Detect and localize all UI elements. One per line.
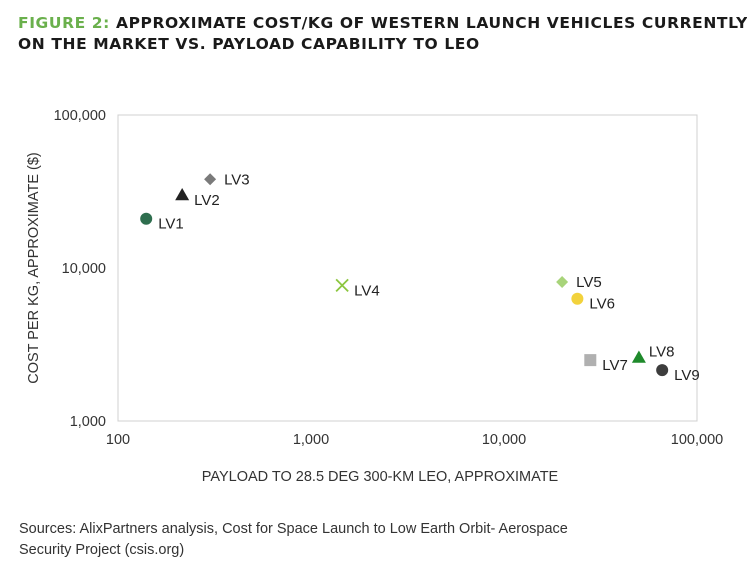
title-line-1: FIGURE 2: APPROXIMATE COST/KG OF WESTERN… — [18, 13, 747, 34]
point-marker-lv4 — [335, 278, 349, 293]
source-line-2: Security Project (csis.org) — [19, 542, 185, 558]
source-note: Sources: AlixPartners analysis, Cost for… — [19, 519, 568, 561]
y-tick-label: 10,000 — [62, 261, 106, 277]
point-label-lv2: LV2 — [194, 192, 220, 209]
point-marker-lv6 — [571, 292, 584, 305]
x-tick-label: 1,000 — [293, 432, 329, 448]
data-point-lv6: LV6 — [571, 292, 615, 313]
point-marker-lv9 — [656, 364, 669, 377]
point-marker-lv1 — [140, 212, 153, 225]
point-label-lv7: LV7 — [602, 357, 628, 374]
plot-area-frame — [117, 114, 698, 422]
y-tick-labels: 1,000 10,000 100,000 — [54, 108, 106, 430]
data-point-lv7: LV7 — [584, 354, 628, 374]
point-marker-lv7 — [584, 354, 597, 367]
data-point-lv2: LV2 — [175, 188, 220, 209]
x-tick-label: 100,000 — [671, 432, 723, 448]
point-label-lv4: LV4 — [354, 282, 380, 299]
point-marker-lv3 — [204, 173, 217, 186]
point-label-lv6: LV6 — [589, 296, 615, 313]
y-axis-label: COST PER KG, APPROXIMATE ($) — [26, 152, 42, 384]
point-label-lv3: LV3 — [224, 171, 250, 188]
x-tick-labels: 100 1,000 10,000 100,000 — [106, 432, 723, 448]
x-tick-label: 10,000 — [482, 432, 526, 448]
x-tick-label: 100 — [106, 432, 130, 448]
figure-label: FIGURE 2: — [18, 14, 110, 32]
data-point-lv8: LV8 — [631, 344, 675, 363]
point-label-lv9: LV9 — [674, 367, 700, 384]
point-marker-lv2 — [175, 188, 190, 201]
chart-title: FIGURE 2: APPROXIMATE COST/KG OF WESTERN… — [18, 13, 747, 55]
data-point-lv3: LV3 — [204, 171, 250, 188]
data-point-lv4: LV4 — [335, 278, 380, 299]
data-point-lv9: LV9 — [656, 364, 700, 384]
x-axis-label: PAYLOAD TO 28.5 DEG 300-KM LEO, APPROXIM… — [202, 469, 559, 485]
point-label-lv1: LV1 — [158, 216, 184, 233]
point-marker-lv8 — [631, 350, 646, 363]
data-point-lv1: LV1 — [140, 212, 184, 233]
data-point-lv5: LV5 — [556, 274, 602, 291]
title-line-2: ON THE MARKET VS. PAYLOAD CAPABILITY TO … — [18, 35, 480, 53]
source-line-1: Sources: AlixPartners analysis, Cost for… — [19, 521, 568, 537]
point-marker-lv5 — [556, 276, 569, 289]
y-tick-label: 100,000 — [54, 108, 106, 124]
point-label-lv8: LV8 — [649, 344, 675, 361]
point-label-lv5: LV5 — [576, 274, 602, 291]
title-text-1: APPROXIMATE COST/KG OF WESTERN LAUNCH VE… — [115, 14, 747, 32]
y-tick-label: 1,000 — [70, 414, 106, 430]
